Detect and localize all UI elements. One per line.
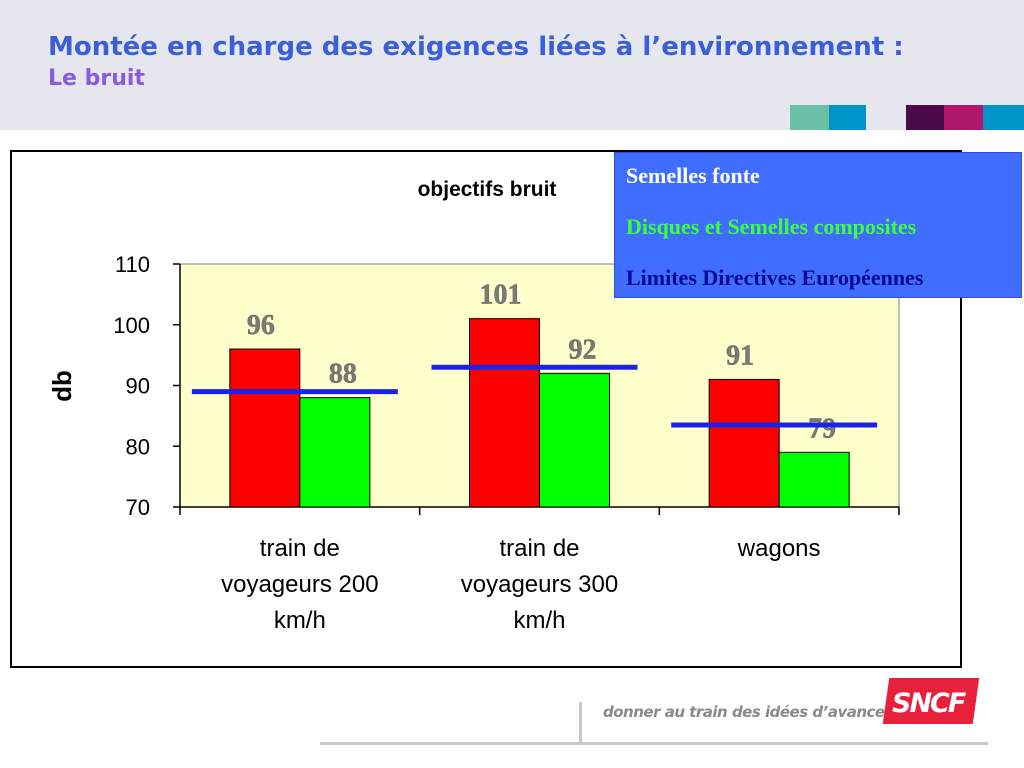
legend-item-semelles-fonte: Semelles fonte: [626, 163, 760, 188]
data-label: 88: [329, 359, 357, 390]
legend-item-disques-composites: Disques et Semelles composites: [626, 214, 917, 239]
chart-title: objectifs bruit: [418, 178, 557, 201]
bar-semelles-fonte: [708, 378, 780, 508]
y-axis-label: db: [47, 370, 77, 402]
data-label: 96: [247, 310, 275, 341]
swatch-3: [944, 105, 983, 130]
x-category-label: wagons: [737, 535, 821, 562]
x-category-label: km/h: [513, 607, 565, 634]
swatch-1: [829, 105, 866, 130]
y-tick-label: 80: [126, 434, 150, 459]
tagline: donner au train des idées d’avance: [603, 703, 885, 721]
footer-divider: [320, 742, 988, 745]
swatch-2: [906, 105, 944, 130]
bar-semelles-fonte: [229, 348, 301, 508]
slide-subtitle: Le bruit: [48, 66, 145, 91]
x-category-label: voyageurs 200: [221, 571, 378, 598]
footer-divider-tick: [579, 702, 582, 744]
y-tick-label: 110: [115, 252, 150, 277]
bar-composites: [778, 451, 850, 508]
x-category-label: voyageurs 300: [461, 571, 618, 598]
y-tick-label: 100: [113, 313, 150, 338]
y-tick-label: 90: [126, 374, 150, 399]
slide-title: Montée en charge des exigences liées à l…: [48, 32, 904, 62]
bar-composites: [299, 397, 371, 508]
legend-item-limites-europeennes: Limites Directives Européennes: [626, 265, 924, 290]
data-label: 79: [808, 413, 836, 444]
x-category-label: train de: [260, 535, 340, 562]
bar-semelles-fonte: [469, 318, 540, 508]
bar-composites: [539, 372, 610, 508]
data-label: 92: [569, 334, 597, 365]
x-category-label: train de: [499, 535, 579, 562]
data-label: 91: [726, 340, 754, 371]
swatch-4: [983, 105, 1024, 130]
data-label: 101: [480, 280, 522, 311]
sncf-logo-text: SNCF: [892, 688, 966, 719]
swatch-0: [790, 105, 829, 130]
chart-legend: Semelles fonte Disques et Semelles compo…: [614, 152, 1022, 298]
y-tick-label: 70: [126, 495, 150, 520]
x-category-label: km/h: [274, 607, 326, 634]
